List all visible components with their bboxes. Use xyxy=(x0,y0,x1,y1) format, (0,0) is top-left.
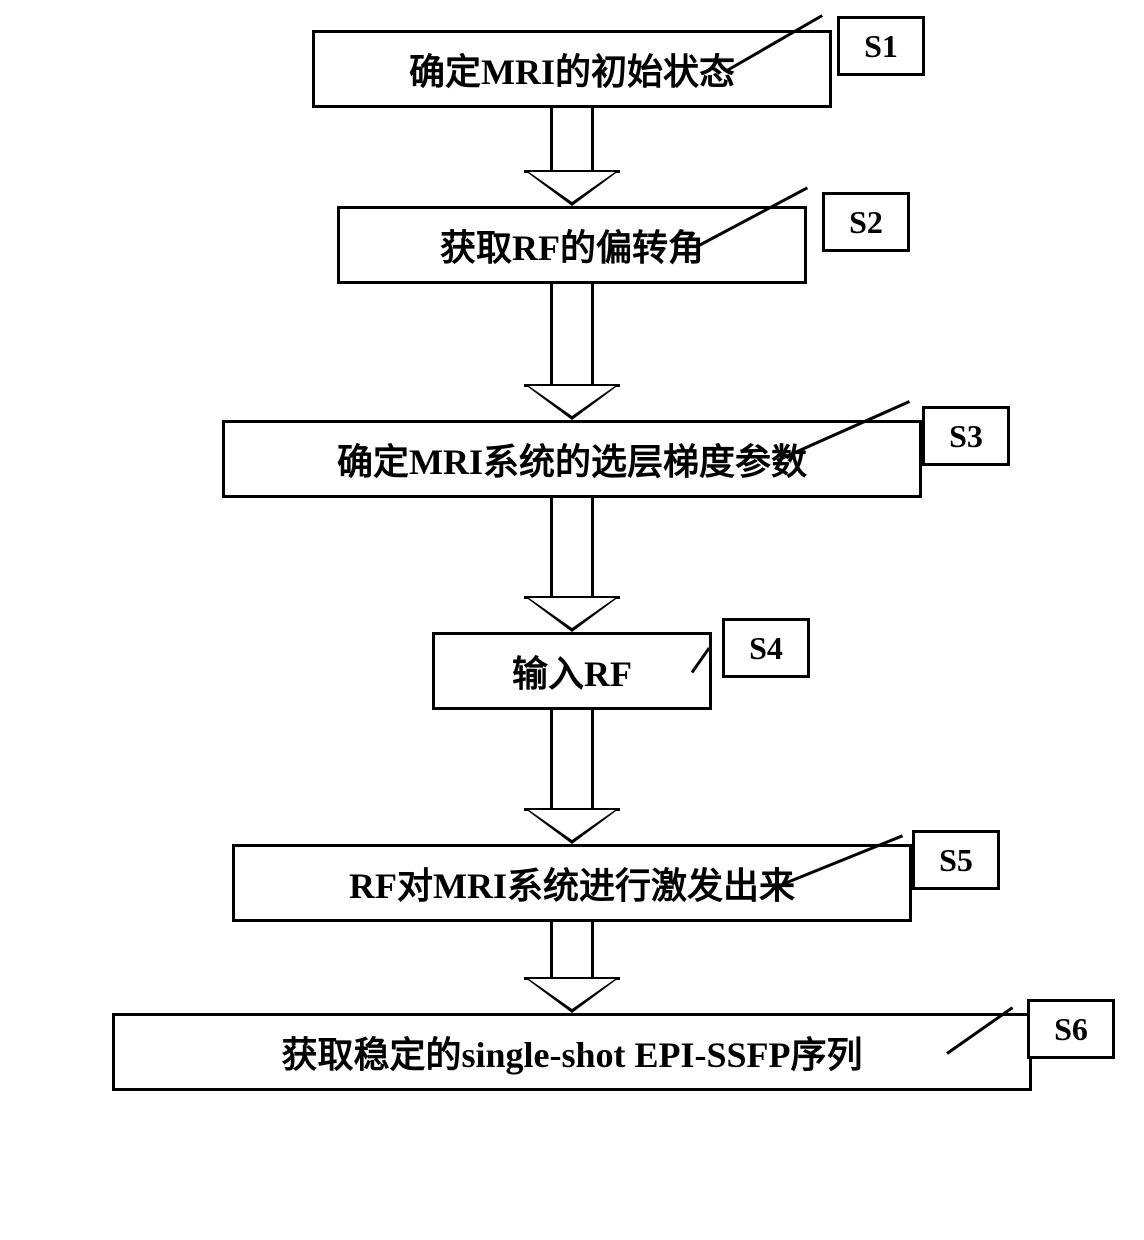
step-box-s6: 获取稳定的single-shot EPI-SSFP序列 xyxy=(112,1013,1032,1091)
arrow-head xyxy=(524,170,620,206)
arrow-stem xyxy=(550,498,594,596)
step-row-s1: 确定MRI的初始状态S1 xyxy=(30,30,1114,108)
step-row-s2: 获取RF的偏转角S2 xyxy=(30,206,1114,284)
arrow-down-icon xyxy=(524,108,620,206)
step-label-wrap-s4: S4 xyxy=(722,618,810,678)
step-row-s4: 输入RFS4 xyxy=(30,632,1114,710)
step-label-wrap-s5: S5 xyxy=(912,830,1000,890)
step-label-s3: S3 xyxy=(922,406,1010,466)
step-label-wrap-s3: S3 xyxy=(922,406,1010,466)
step-row-s6: 获取稳定的single-shot EPI-SSFP序列S6 xyxy=(30,1013,1114,1091)
arrow-head xyxy=(524,384,620,420)
arrow-down-icon xyxy=(524,284,620,420)
step-label-s1: S1 xyxy=(837,16,925,76)
arrow-down-icon xyxy=(524,710,620,844)
step-label-wrap-s6: S6 xyxy=(1027,999,1115,1059)
step-box-s5: RF对MRI系统进行激发出来 xyxy=(232,844,912,922)
arrow-down-icon xyxy=(524,922,620,1013)
step-label-s4: S4 xyxy=(722,618,810,678)
step-label-wrap-s1: S1 xyxy=(837,16,925,76)
arrow-stem xyxy=(550,922,594,977)
arrow-stem xyxy=(550,710,594,808)
arrow-down-icon xyxy=(524,498,620,632)
step-label-wrap-s2: S2 xyxy=(822,192,910,252)
step-row-s5: RF对MRI系统进行激发出来S5 xyxy=(30,844,1114,922)
step-label-s5: S5 xyxy=(912,830,1000,890)
arrow-head xyxy=(524,977,620,1013)
flowchart-container: 确定MRI的初始状态S1 获取RF的偏转角S2 确定MRI系统的选层梯度参数S3 输入… xyxy=(30,30,1114,1091)
step-row-s3: 确定MRI系统的选层梯度参数S3 xyxy=(30,420,1114,498)
arrow-head xyxy=(524,596,620,632)
arrow-stem xyxy=(550,284,594,384)
step-box-s2: 获取RF的偏转角 xyxy=(337,206,807,284)
arrow-stem xyxy=(550,108,594,170)
step-label-s6: S6 xyxy=(1027,999,1115,1059)
step-label-s2: S2 xyxy=(822,192,910,252)
step-box-s1: 确定MRI的初始状态 xyxy=(312,30,832,108)
step-box-s4: 输入RF xyxy=(432,632,712,710)
step-box-s3: 确定MRI系统的选层梯度参数 xyxy=(222,420,922,498)
arrow-head xyxy=(524,808,620,844)
